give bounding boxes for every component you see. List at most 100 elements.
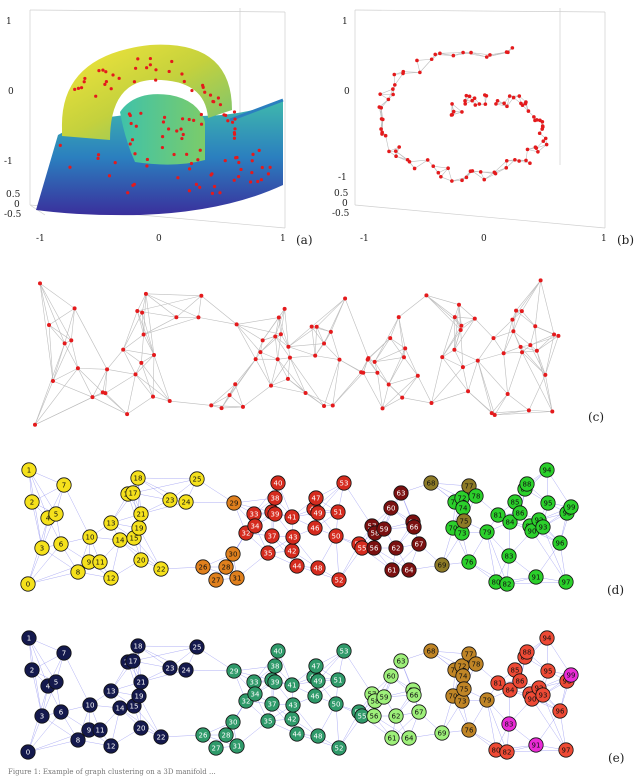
panel-c-vertex [510, 317, 515, 322]
panel-e-node-label: 77 [465, 651, 474, 659]
panel-a-sample-point [257, 148, 261, 152]
panel-b-sample-point [478, 170, 483, 174]
panel-a-sample-point [185, 152, 189, 156]
panel-c-vertex [466, 389, 471, 394]
panel-c-edge [534, 326, 538, 351]
panel-e-node-label: 10 [86, 702, 95, 710]
panel-a-sample-point [198, 148, 202, 152]
panel-b-y-tick-1: 0 [342, 199, 348, 209]
panel-c-edge [503, 331, 514, 354]
panel-c-edge [521, 280, 541, 312]
panel-c-edge [316, 298, 346, 327]
panel-b-sample-point [528, 161, 532, 166]
panel-a-x-tick-2: 1 [280, 234, 286, 244]
panel-d-node-label: 79 [483, 529, 492, 537]
panel-e-node: 93 [535, 687, 551, 703]
panel-b-edge [536, 144, 547, 149]
panel-a-sample-point [216, 96, 221, 100]
panel-c-edge [521, 310, 536, 327]
panel-c-edge [102, 369, 108, 393]
panel-e-node-circle [53, 704, 69, 720]
panel-c-vertex [400, 395, 405, 400]
panel-e-node: 38 [267, 658, 283, 674]
panel-d-edge [138, 527, 162, 570]
panel-c-edge [270, 385, 306, 394]
panel-e-node-label: 64 [405, 735, 414, 743]
panel-e-node-label: 59 [380, 694, 389, 702]
panel-c-edge [311, 326, 316, 356]
panel-c-edge [426, 295, 462, 326]
panel-c-vertex [505, 391, 510, 396]
panel-d-edge [28, 469, 57, 515]
panel-b-sample-point [463, 102, 468, 106]
panel-c-vertex [514, 308, 519, 313]
panel-c-edge [503, 319, 513, 354]
panel-c-edge [77, 367, 108, 370]
panel-e-edge [63, 652, 91, 706]
panel-d-node-circle [388, 540, 404, 556]
panel-c-edge [39, 283, 75, 309]
panel-d-node-circle [260, 545, 276, 561]
panel-b-edge [395, 155, 408, 161]
panel-c-edge [92, 369, 108, 398]
panel-c-edge [289, 357, 306, 394]
panel-c-vertex [375, 370, 380, 375]
panel-e-node: 25 [189, 639, 205, 655]
panel-c-edge [382, 384, 389, 409]
panel-d-node: 53 [336, 475, 352, 491]
panel-c-edge [477, 360, 493, 414]
panel-d-node: 31 [229, 570, 245, 586]
panel-d-node-circle [490, 507, 506, 523]
panel-c-vertex [286, 344, 291, 349]
panel-b-edge [416, 58, 432, 61]
panel-d-node-label: 2 [30, 499, 34, 507]
panel-b-edge [525, 149, 528, 161]
panel-d-node: 55 [354, 540, 370, 556]
panel-c-edge [287, 357, 291, 379]
panel-e-node-label: 74 [459, 673, 468, 681]
panel-c-edge [460, 330, 464, 368]
panel-e-node-circle [247, 686, 263, 702]
panel-b-sample-point [460, 110, 464, 114]
panel-c-edge [426, 295, 456, 318]
panel-c-edge [454, 304, 460, 318]
panel-b-sample-point [504, 158, 509, 163]
panel-d-node-circle [528, 569, 544, 585]
panel-c-edge [34, 368, 79, 425]
panel-e-node-label: 12 [107, 743, 116, 751]
panel-e-node-label: 80 [492, 747, 501, 755]
panel-b-sample-point [383, 133, 388, 138]
panel-c-edge [260, 351, 278, 360]
panel-c-edge [48, 324, 54, 382]
panel-d-node-circle [56, 477, 72, 493]
panel-e-node-circle [133, 674, 149, 690]
panel-a-sample-point [199, 112, 203, 117]
panel-c-edge [137, 295, 202, 312]
panel-d-node-circle [468, 488, 484, 504]
panel-c-edge [141, 362, 154, 397]
panel-b-sample-point [392, 72, 397, 77]
panel-d-node-circle [247, 518, 263, 534]
panel-b-sample-point [538, 118, 542, 123]
panel-d-node-circle [195, 559, 211, 575]
panel-c-edge [503, 351, 523, 354]
panel-b-sample-point [460, 178, 464, 183]
panel-a-sample-point [237, 175, 241, 179]
panel-d-node-label: 19 [135, 525, 144, 533]
panel-c-edge [77, 368, 93, 398]
panel-e-node: 26 [195, 727, 211, 743]
panel-e-node: 43 [285, 697, 301, 713]
panel-e-node: 79 [479, 692, 495, 708]
panel-d-edge [63, 484, 91, 538]
panel-e-node-label: 29 [230, 668, 239, 676]
panel-d-node: 82 [499, 576, 515, 592]
panel-a-sample-point [139, 111, 143, 115]
panel-e-node-label: 48 [314, 733, 323, 741]
panel-c-edge [454, 316, 475, 319]
panel-c-edge [494, 393, 508, 416]
panel-a-label: (a) [296, 233, 313, 247]
panel-a-sample-point [162, 115, 167, 119]
panel-d-node-circle [130, 470, 146, 486]
panel-c-edge [39, 283, 72, 341]
panel-c-edge [404, 348, 419, 376]
